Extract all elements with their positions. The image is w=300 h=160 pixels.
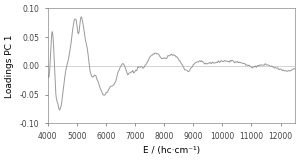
Y-axis label: Loadings PC 1: Loadings PC 1 — [5, 34, 14, 98]
X-axis label: E / (hc·cm⁻¹): E / (hc·cm⁻¹) — [143, 146, 200, 155]
